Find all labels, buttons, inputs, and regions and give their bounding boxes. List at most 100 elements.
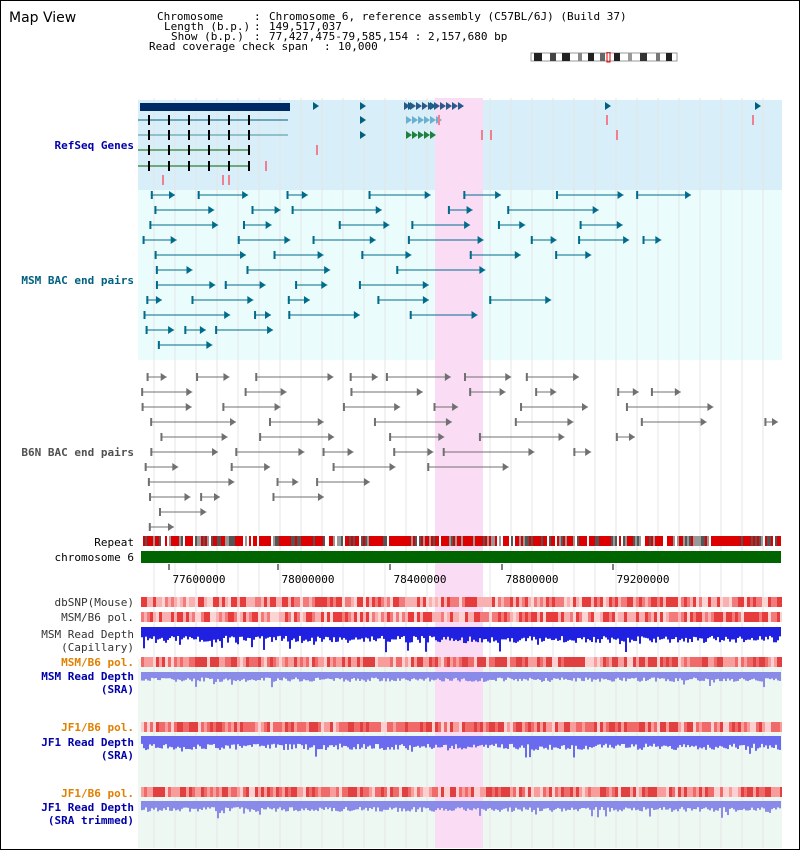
track-label-msm-read-depth-capillary[interactable]: MSM Read Depth — [41, 628, 134, 641]
heatmap-cell — [477, 787, 480, 797]
heatmap-cell — [261, 597, 264, 607]
heatmap-cell — [261, 787, 264, 797]
heatmap-cell — [339, 612, 342, 622]
depth-bar — [287, 801, 289, 812]
heatmap-cell — [681, 787, 684, 797]
heatmap-cell — [150, 787, 153, 797]
msm-bac-pair-arrow — [284, 236, 291, 244]
repeat-track[interactable] — [141, 536, 781, 546]
depth-bar — [297, 672, 299, 680]
depth-bar — [451, 801, 453, 811]
heatmap-cell — [417, 612, 420, 622]
depth-bar — [495, 736, 497, 744]
depth-bar — [197, 801, 199, 812]
repeat-element — [563, 536, 565, 546]
depth-bar — [323, 736, 325, 746]
repeat-element — [459, 536, 461, 546]
ideogram-band — [562, 53, 570, 61]
refseq-genes-track[interactable] — [138, 102, 761, 185]
depth-bar — [643, 736, 645, 748]
depth-bar — [487, 801, 489, 809]
b6n-bac-pair-arrow — [505, 373, 512, 381]
depth-bar — [553, 672, 555, 679]
depth-bar — [233, 736, 235, 745]
heatmap-cell — [234, 787, 237, 797]
chromosome-ideogram[interactable] — [528, 52, 682, 64]
repeat-element — [311, 536, 313, 546]
heatmap-cell — [567, 612, 570, 622]
track-label-msm-bac-end-pairs[interactable]: MSM BAC end pairs — [21, 274, 134, 287]
depth-bar — [455, 672, 457, 678]
depth-bar — [763, 627, 765, 641]
heatmap-cell — [294, 657, 297, 667]
track-label-jf1-b6-pol[interactable]: JF1/B6 pol. — [61, 721, 134, 734]
depth-bar — [747, 801, 749, 811]
depth-bar — [173, 801, 175, 809]
heatmap-cell — [252, 597, 255, 607]
msm-bac-track[interactable] — [142, 191, 692, 349]
heatmap-cell — [372, 722, 375, 732]
msm-bac-pair-end — [447, 206, 450, 214]
chromosome-label: Chromosome — [157, 10, 224, 23]
depth-bar — [527, 672, 529, 681]
heatmap-cell — [624, 787, 627, 797]
repeat-element — [613, 536, 615, 546]
genome-view-canvas[interactable]: 77600000 78000000 78400000 78800000 79200000 — [138, 98, 782, 848]
track-label-jf1-b6-pol-2[interactable]: JF1/B6 pol. — [61, 787, 134, 800]
heatmap-cell — [171, 722, 174, 732]
repeat-element — [601, 536, 603, 546]
heatmap-cell — [474, 722, 477, 732]
heatmap-cell — [672, 787, 675, 797]
heatmap-tracks[interactable] — [141, 597, 782, 797]
read-depth-tracks[interactable] — [141, 627, 781, 819]
track-label-msm-b6-pol-2[interactable]: MSM/B6 pol. — [61, 656, 134, 669]
b6n-bac-track[interactable] — [141, 373, 778, 531]
b6n-bac-pair-end — [478, 433, 481, 441]
track-label-msm-b6-pol[interactable]: MSM/B6 pol. — [61, 611, 134, 624]
repeat-element — [405, 536, 407, 546]
depth-bar — [473, 672, 475, 682]
depth-bar — [189, 736, 191, 750]
track-label-refseq-genes[interactable]: RefSeq Genes — [54, 139, 134, 152]
depth-bar — [673, 627, 675, 640]
heatmap-cell — [372, 787, 375, 797]
track-label-msm-read-depth-sra[interactable]: MSM Read Depth — [41, 670, 134, 683]
depth-bar — [543, 627, 545, 641]
depth-bar — [581, 627, 583, 640]
depth-bar — [435, 627, 437, 641]
track-label-b6n-bac-end-pairs[interactable]: B6N BAC end pairs — [21, 446, 134, 459]
depth-bar — [239, 801, 241, 809]
depth-bar — [195, 627, 197, 640]
heatmap-cell — [753, 597, 756, 607]
heatmap-cell — [387, 722, 390, 732]
heatmap-cell — [216, 657, 219, 667]
length-value: 149,517,037 — [269, 20, 342, 33]
repeat-element — [575, 536, 577, 546]
depth-bar — [581, 736, 583, 750]
depth-bar — [437, 672, 439, 679]
heatmap-cell — [177, 722, 180, 732]
track-label-jf1-read-depth[interactable]: JF1 Read Depth — [41, 736, 134, 749]
track-label-repeat[interactable]: Repeat — [94, 536, 134, 549]
track-label-dbsnp[interactable]: dbSNP(Mouse) — [54, 596, 134, 609]
depth-bar — [661, 672, 663, 679]
refseq-exon — [228, 130, 230, 140]
repeat-element — [729, 536, 731, 546]
depth-bar — [657, 627, 659, 637]
depth-bar — [693, 736, 695, 747]
heatmap-cell — [390, 657, 393, 667]
heatmap-cell — [657, 612, 660, 622]
heatmap-cell — [654, 612, 657, 622]
heatmap-cell — [543, 597, 546, 607]
b6n-bac-pair-end — [255, 373, 258, 381]
depth-bar — [543, 801, 545, 809]
depth-bar — [649, 627, 651, 641]
depth-bar — [347, 801, 349, 811]
depth-bar — [569, 672, 571, 681]
track-label-jf1-read-depth-trimmed[interactable]: JF1 Read Depth — [41, 801, 134, 814]
depth-bar — [495, 801, 497, 810]
repeat-element — [353, 536, 355, 546]
heatmap-cell — [423, 787, 426, 797]
heatmap-cell — [147, 597, 150, 607]
depth-bar — [205, 672, 207, 678]
